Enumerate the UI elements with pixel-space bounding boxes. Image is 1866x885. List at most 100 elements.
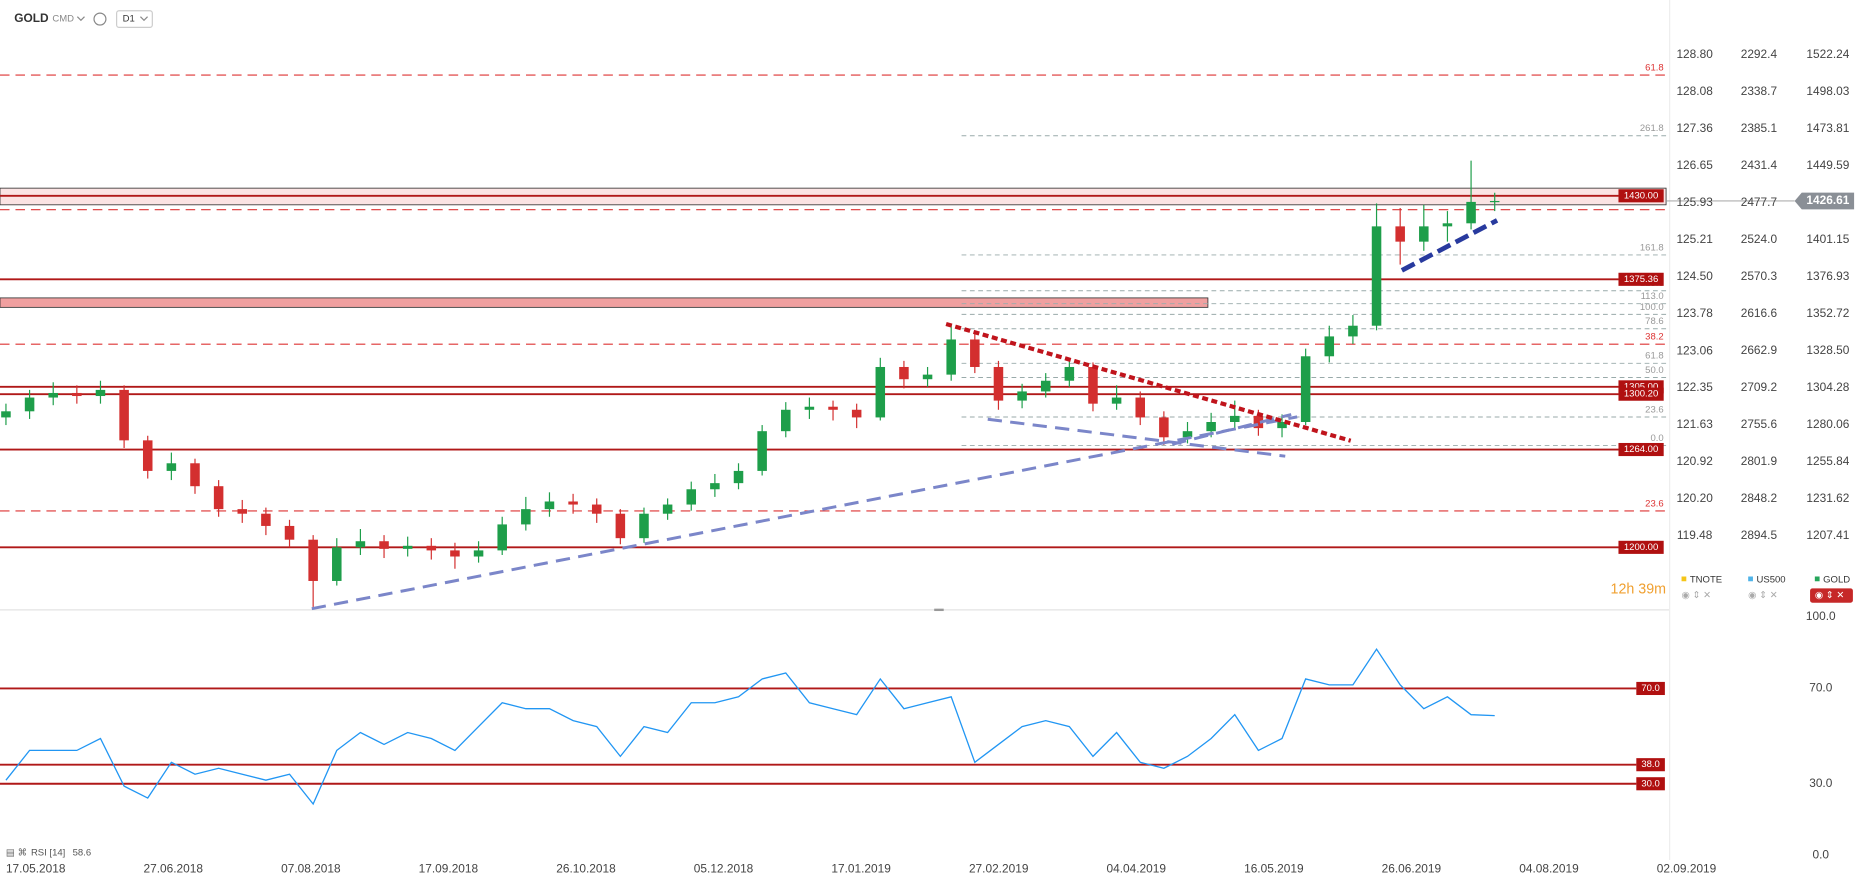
ui-layer: GOLD CMD D1 12h 39m ▤ ⌘ RSI [14] 58.6 14… xyxy=(6,10,1855,876)
rsi-tick-label: 70.0 xyxy=(1809,681,1833,695)
level-label: 1200.00 xyxy=(1624,542,1658,553)
y2-tick-label: 120.92 xyxy=(1676,454,1713,468)
candle-body xyxy=(828,406,838,410)
rsi-level-badge xyxy=(1636,758,1665,772)
legend-label[interactable]: GOLD xyxy=(1823,575,1850,586)
candle-body xyxy=(473,550,484,557)
fib-label: 23.6 xyxy=(1645,404,1664,415)
candle-body xyxy=(544,501,555,510)
current-price-badge xyxy=(1794,192,1855,210)
trend-line xyxy=(1400,218,1499,273)
dashed-level-label: 23.6 xyxy=(1645,498,1664,509)
y-tick-label: 1522.24 xyxy=(1806,47,1849,61)
dashed-level-label: 61.8 xyxy=(1645,62,1664,73)
level-label: 1264.00 xyxy=(1624,444,1658,455)
x-tick-label: 04.08.2019 xyxy=(1519,862,1579,876)
current-price-label: 1426.61 xyxy=(1806,193,1849,207)
market[interactable]: CMD xyxy=(52,14,74,25)
candle-body xyxy=(922,374,933,380)
dashed-level-label: 38.2 xyxy=(1645,332,1664,343)
y2-tick-label: 120.20 xyxy=(1676,491,1713,505)
symbol: GOLD xyxy=(14,11,49,25)
info-icon[interactable] xyxy=(93,12,107,26)
candle-body xyxy=(355,541,366,548)
candle-body xyxy=(851,409,862,418)
candle-body xyxy=(662,504,673,514)
candle-body xyxy=(48,392,58,398)
candle-body xyxy=(237,509,248,514)
indicator-icons[interactable]: ▤ ⌘ xyxy=(6,847,27,858)
candle-body xyxy=(497,524,507,551)
y2-tick-label: 128.80 xyxy=(1676,47,1713,61)
y2-tick-label: 125.93 xyxy=(1676,195,1713,209)
candle-body xyxy=(1111,397,1122,404)
candle-body xyxy=(72,392,82,397)
legend-label[interactable]: US500 xyxy=(1757,575,1786,586)
x-tick-label: 26.10.2018 xyxy=(556,862,616,876)
candle-body xyxy=(1419,226,1429,242)
rsi-tick-label: 30.0 xyxy=(1809,776,1833,790)
legend-icons[interactable]: ◉ ⇕ ✕ xyxy=(1748,590,1778,601)
candle-body xyxy=(426,545,437,551)
y-tick-label: 1231.62 xyxy=(1806,491,1849,505)
level-label: 1430.00 xyxy=(1624,190,1658,201)
interval-box[interactable] xyxy=(116,10,153,28)
legend-swatch xyxy=(1681,576,1687,582)
timer: 12h 39m xyxy=(1611,581,1667,597)
y3-tick-label: 2292.4 xyxy=(1741,47,1778,61)
y2-tick-label: 119.48 xyxy=(1677,528,1713,542)
candle-body xyxy=(1442,223,1453,227)
candle-body xyxy=(875,366,886,418)
candle-body xyxy=(1395,226,1405,242)
candle-body xyxy=(95,389,106,397)
background-layer: 261.8161.8123.6113.0100.078.661.850.023.… xyxy=(0,0,1795,860)
candle-body xyxy=(639,513,649,539)
candle-body xyxy=(686,489,697,505)
fib-label: 113.0 xyxy=(1641,291,1664,302)
candle-body xyxy=(332,547,342,581)
y3-tick-label: 2709.2 xyxy=(1741,380,1778,394)
zone xyxy=(0,297,1209,308)
candle-body xyxy=(1,411,11,418)
y-tick-label: 1352.72 xyxy=(1806,306,1849,320)
candle-body xyxy=(1040,380,1051,392)
legend-active-bg xyxy=(1810,588,1853,603)
y-tick-label: 1328.50 xyxy=(1806,343,1849,357)
candle-body xyxy=(261,513,271,526)
rsi-tick-label: 0.0 xyxy=(1813,847,1830,861)
y3-tick-label: 2338.7 xyxy=(1741,84,1778,98)
y-tick-label: 1255.84 xyxy=(1806,454,1849,468)
trend-line xyxy=(987,417,1286,458)
y3-tick-label: 2801.9 xyxy=(1741,454,1778,468)
x-tick-label: 05.12.2018 xyxy=(694,862,754,876)
candle-body xyxy=(993,366,1004,401)
x-tick-label: 27.02.2019 xyxy=(969,862,1029,876)
y-tick-label: 1449.59 xyxy=(1806,158,1849,172)
candle-body xyxy=(757,431,767,471)
y2-tick-label: 128.08 xyxy=(1676,84,1713,98)
y-tick-label: 1207.41 xyxy=(1806,528,1849,542)
candle-body xyxy=(1324,336,1335,357)
x-tick-label: 07.08.2018 xyxy=(281,862,341,876)
legend-icons[interactable]: ◉ ⇕ ✕ xyxy=(1815,590,1845,601)
candle-body xyxy=(142,440,153,471)
y3-tick-label: 2894.5 xyxy=(1741,528,1778,542)
dropdown-arrow[interactable] xyxy=(140,16,148,22)
level-badge xyxy=(1618,540,1664,554)
y3-tick-label: 2570.3 xyxy=(1741,269,1778,283)
legend-label[interactable]: TNOTE xyxy=(1690,575,1722,586)
interval[interactable]: D1 xyxy=(123,14,135,25)
rsi-value: 58.6 xyxy=(73,847,92,858)
rsi-level-label: 70.0 xyxy=(1641,683,1660,694)
y2-tick-label: 125.21 xyxy=(1676,232,1713,246)
candle-body xyxy=(1017,391,1027,401)
candle-body xyxy=(1300,356,1311,423)
candle-body xyxy=(899,366,909,380)
y2-tick-label: 123.78 xyxy=(1676,306,1713,320)
y3-tick-label: 2477.7 xyxy=(1741,195,1778,209)
dropdown-arrow[interactable] xyxy=(76,16,85,22)
y-tick-label: 1498.03 xyxy=(1806,84,1849,98)
legend-icons[interactable]: ◉ ⇕ ✕ xyxy=(1682,590,1712,601)
rsi-level-badge xyxy=(1636,777,1665,791)
